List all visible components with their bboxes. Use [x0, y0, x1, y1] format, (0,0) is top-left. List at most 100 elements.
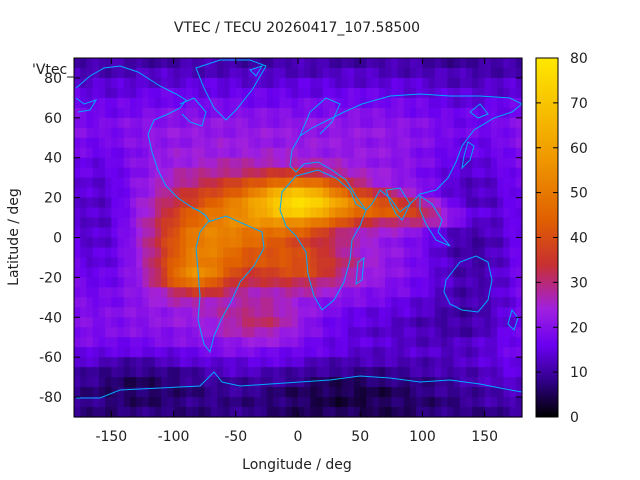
heatmap-cell — [335, 367, 343, 378]
heatmap-cell — [335, 267, 343, 278]
heatmap-cell — [403, 117, 411, 129]
y-tick-label: 60 — [44, 111, 62, 127]
heatmap-cell — [136, 387, 144, 398]
heatmap-cell — [210, 67, 218, 79]
heatmap-cell — [198, 67, 206, 79]
heatmap-cell — [509, 137, 517, 149]
heatmap-cell — [123, 367, 131, 378]
heatmap-cell — [161, 107, 168, 119]
heatmap-cell — [161, 97, 168, 109]
heatmap-cell — [428, 157, 436, 169]
new-zealand-coastline — [507, 308, 519, 331]
heatmap-cell — [347, 87, 355, 99]
heatmap-cell — [403, 197, 411, 209]
heatmap-cell — [74, 187, 81, 199]
heatmap-cell — [497, 337, 504, 348]
heatmap-cell — [378, 137, 386, 149]
heatmap-cell — [223, 247, 231, 259]
heatmap-cell — [248, 357, 256, 368]
heatmap-cell — [329, 147, 336, 159]
heatmap-cell — [92, 97, 100, 109]
heatmap-cell — [503, 117, 511, 129]
heatmap-cell — [490, 207, 498, 219]
heatmap-cell — [173, 147, 181, 159]
heatmap-cell — [434, 337, 442, 348]
heatmap-cell — [329, 347, 336, 358]
heatmap-cell — [428, 337, 436, 348]
heatmap-cell — [86, 167, 94, 179]
heatmap-cell — [285, 387, 293, 398]
heatmap-cell — [515, 327, 523, 338]
heatmap-cell — [347, 58, 355, 69]
heatmap-cell — [385, 167, 392, 179]
heatmap-cell — [210, 137, 218, 149]
heatmap-cell — [434, 247, 442, 259]
heatmap-cell — [478, 277, 486, 288]
heatmap-cell — [161, 127, 168, 139]
heatmap-cell — [434, 217, 442, 229]
heatmap-cell — [285, 277, 293, 288]
heatmap-cell — [92, 347, 100, 358]
heatmap-cell — [204, 327, 212, 338]
heatmap-cell — [459, 167, 467, 179]
heatmap-cell — [490, 277, 498, 288]
heatmap-cell — [503, 277, 511, 288]
heatmap-cell — [161, 58, 168, 69]
heatmap-cell — [248, 147, 256, 159]
heatmap-cell — [204, 237, 212, 249]
heatmap-cell — [111, 267, 119, 278]
heatmap-cell — [117, 257, 125, 269]
heatmap-cell — [142, 267, 150, 278]
heatmap-cell — [298, 187, 305, 199]
heatmap-cell — [322, 127, 330, 139]
heatmap-cell — [422, 397, 430, 408]
heatmap-cell — [161, 387, 168, 398]
heatmap-cell — [167, 227, 175, 239]
heatmap-cell — [111, 287, 119, 298]
heatmap-cell — [142, 307, 150, 318]
heatmap-cell — [459, 147, 467, 159]
heatmap-cell — [186, 327, 193, 338]
heatmap-cell — [285, 407, 293, 418]
heatmap-cell — [179, 177, 187, 189]
heatmap-cell — [347, 287, 355, 298]
heatmap-cell — [316, 367, 324, 378]
heatmap-cell — [503, 87, 511, 99]
heatmap-cell — [242, 107, 249, 119]
heatmap-cell — [217, 357, 224, 368]
heatmap-cell — [478, 117, 486, 129]
heatmap-cell — [192, 217, 200, 229]
heatmap-cell — [111, 377, 119, 388]
heatmap-cell — [366, 347, 374, 358]
heatmap-cell — [80, 77, 88, 89]
heatmap-cell — [298, 387, 305, 398]
heatmap-cell — [503, 147, 511, 159]
arctic-islands-coastline — [249, 65, 489, 119]
heatmap-cell — [186, 227, 193, 239]
heatmap-cell — [316, 407, 324, 418]
heatmap-cell — [472, 387, 480, 398]
heatmap-cell — [347, 67, 355, 79]
heatmap-cell — [497, 177, 504, 189]
heatmap-cell — [167, 337, 175, 348]
heatmap-cell — [86, 387, 94, 398]
heatmap-cell — [123, 67, 131, 79]
heatmap-cell — [117, 397, 125, 408]
series-label: 'Vtec_ — [32, 62, 75, 78]
heatmap-cell — [105, 277, 112, 288]
heatmap-cell — [503, 167, 511, 179]
heatmap-cell — [360, 58, 368, 69]
heatmap-cell — [173, 217, 181, 229]
heatmap-cell — [335, 177, 343, 189]
heatmap-cell — [273, 217, 280, 229]
heatmap-cell — [161, 397, 168, 408]
heatmap-cell — [509, 357, 517, 368]
heatmap-cell — [186, 317, 193, 328]
heatmap-cell — [198, 177, 206, 189]
heatmap-cell — [74, 247, 81, 259]
heatmap-cell — [347, 137, 355, 149]
heatmap-cell — [341, 147, 349, 159]
heatmap-cell — [217, 307, 224, 318]
heatmap-cell — [509, 197, 517, 209]
